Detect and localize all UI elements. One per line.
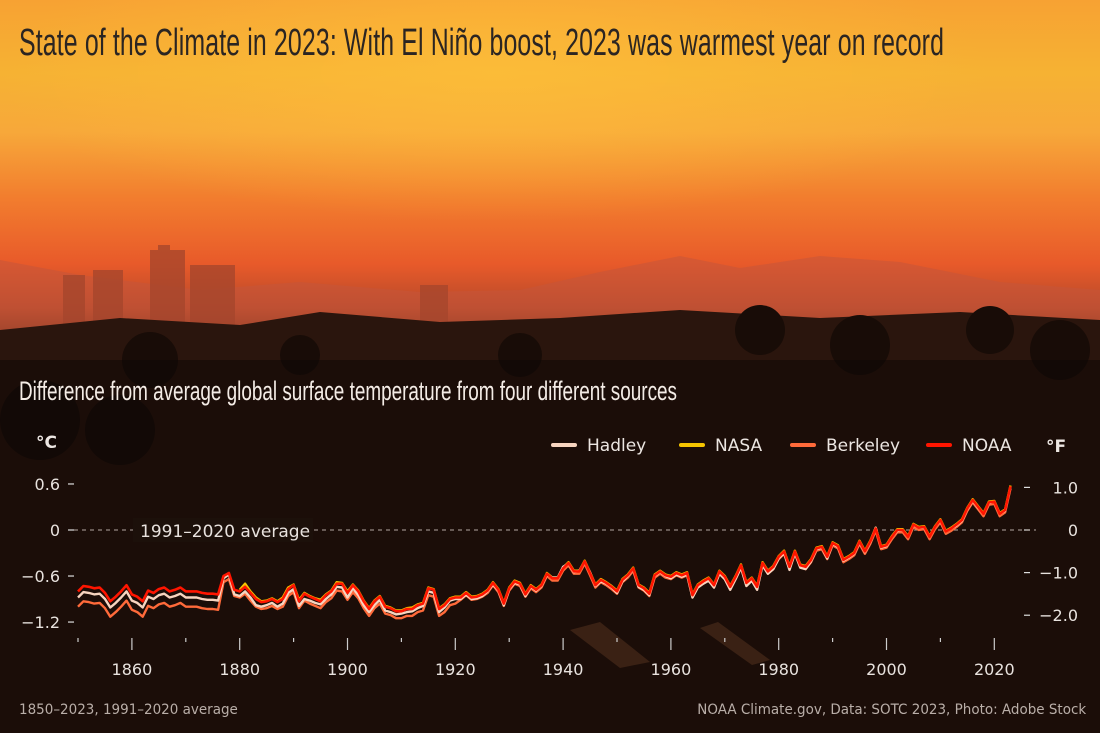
y-tick-label: 0 <box>50 521 60 540</box>
legend-label-hadley: Hadley <box>587 436 646 456</box>
x-tick-label: 2000 <box>866 660 907 679</box>
legend-label-nasa: NASA <box>715 436 762 456</box>
x-tick-label: 1880 <box>219 660 260 679</box>
series-line-noaa <box>77 486 1012 613</box>
x-tick-label: 2020 <box>974 660 1015 679</box>
chart-subtitle: Difference from average global surface t… <box>19 376 677 406</box>
y-tick-label: 0.6 <box>35 475 60 494</box>
reference-label-backdrop <box>133 518 313 542</box>
x-tick-label: 1920 <box>435 660 476 679</box>
legend-label-noaa: NOAA <box>962 436 1012 456</box>
x-tick-label: 1960 <box>651 660 692 679</box>
x-tick-label: 1860 <box>112 660 153 679</box>
series-lines <box>77 485 1012 620</box>
y2-tick-label: −2.0 <box>1039 606 1078 625</box>
y-tick-label: −1.2 <box>21 613 60 632</box>
footer-credits: NOAA Climate.gov, Data: SOTC 2023, Photo… <box>697 702 1086 718</box>
x-tick-label: 1900 <box>327 660 368 679</box>
y-tick-label: −0.6 <box>21 567 60 586</box>
y2-tick-label: 0 <box>1068 521 1078 540</box>
x-tick-label: 1940 <box>543 660 584 679</box>
reference-line-label: 1991–2020 average <box>140 522 310 542</box>
legend-label-berkeley: Berkeley <box>826 436 900 456</box>
footer-date-range: 1850–2023, 1991–2020 average <box>19 702 238 718</box>
y2-tick-label: 1.0 <box>1053 478 1078 497</box>
x-tick-label: 1980 <box>758 660 799 679</box>
axes: 0.6 0 −0.6 −1.2 1.0 0 −1.0 −2.0 1860 1880 1900 1920… <box>21 475 1078 679</box>
legend: Hadley NASA Berkeley NOAA <box>551 436 1012 456</box>
y2-tick-label: −1.0 <box>1039 564 1078 583</box>
y-axis-unit-fahrenheit: °F <box>1046 437 1066 457</box>
y-axis-unit-celsius: °C <box>36 433 57 453</box>
page-title: State of the Climate in 2023: With El Ni… <box>19 22 945 64</box>
